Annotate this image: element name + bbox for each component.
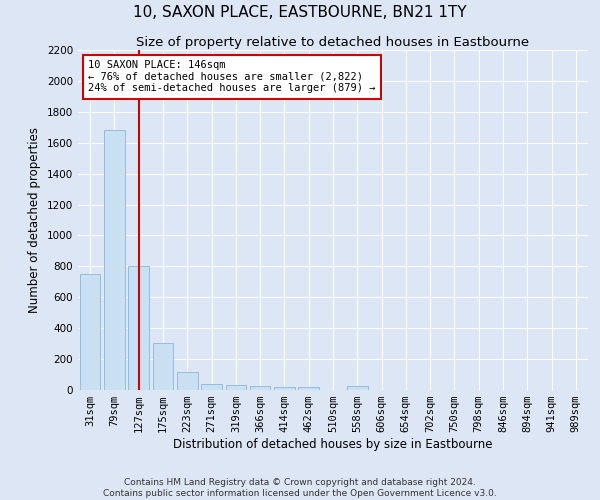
Bar [104, 130, 125, 390]
Text: 10 SAXON PLACE: 146sqm
← 76% of detached houses are smaller (2,822)
24% of semi-: 10 SAXON PLACE: 146sqm ← 76% of detached… [88, 60, 376, 94]
Bar [347, 386, 368, 390]
Title: Size of property relative to detached houses in Eastbourne: Size of property relative to detached ho… [136, 36, 530, 49]
Bar [250, 386, 271, 390]
Bar [128, 266, 149, 390]
Bar [152, 343, 173, 390]
Bar [298, 387, 319, 390]
Bar [201, 384, 222, 390]
Bar [80, 274, 100, 390]
Text: 10, SAXON PLACE, EASTBOURNE, BN21 1TY: 10, SAXON PLACE, EASTBOURNE, BN21 1TY [133, 5, 467, 20]
Bar [274, 387, 295, 390]
Bar [226, 386, 246, 390]
Y-axis label: Number of detached properties: Number of detached properties [28, 127, 41, 313]
Text: Contains HM Land Registry data © Crown copyright and database right 2024.
Contai: Contains HM Land Registry data © Crown c… [103, 478, 497, 498]
X-axis label: Distribution of detached houses by size in Eastbourne: Distribution of detached houses by size … [173, 438, 493, 451]
Bar [177, 372, 197, 390]
